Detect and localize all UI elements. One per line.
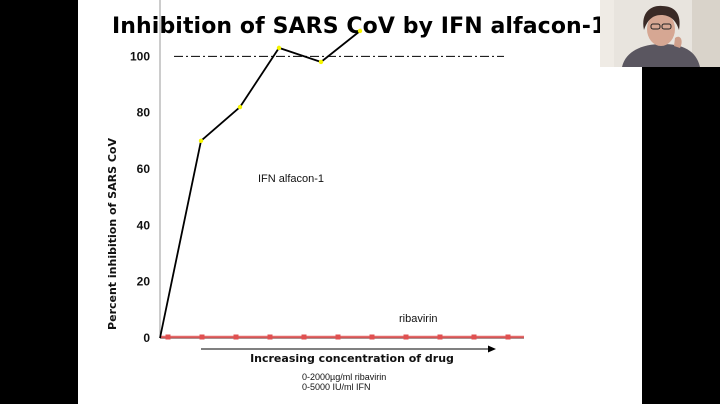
ribavirin-point <box>505 334 511 340</box>
ifn-point <box>237 104 243 110</box>
ribavirin-point <box>369 334 375 340</box>
ribavirin-point <box>437 334 443 340</box>
slide: Inhibition of SARS CoV by IFN alfacon-1 … <box>78 0 642 404</box>
ifn-point <box>276 45 282 51</box>
ribavirin-point <box>165 334 171 340</box>
series-line-ifn-alfacon-1 <box>159 30 361 339</box>
ifn-point <box>198 138 204 144</box>
ribavirin-point <box>301 334 307 340</box>
y-tick-label: 40 <box>137 218 151 232</box>
y-tick-label: 100 <box>130 49 150 63</box>
ribavirin-point <box>233 334 239 340</box>
x-axis-title: Increasing concentration of drug <box>250 352 454 365</box>
y-tick-label: 20 <box>137 275 151 289</box>
ribavirin-point <box>471 334 477 340</box>
ifn-point <box>357 28 363 34</box>
footnote-line-1: 0-2000µg/ml ribavirin <box>302 372 386 382</box>
slide-title: Inhibition of SARS CoV by IFN alfacon-1 <box>112 14 607 39</box>
series-label-ifn: IFN alfacon-1 <box>258 173 324 185</box>
presenter-webcam <box>600 0 720 67</box>
person-video-icon <box>600 0 720 67</box>
footnote-line-2: 0-5000 IU/ml IFN <box>302 382 371 392</box>
series-label-ribavirin: ribavirin <box>399 313 438 325</box>
y-tick-label: 60 <box>137 162 151 176</box>
ribavirin-point <box>267 334 273 340</box>
ifn-point <box>318 59 324 65</box>
y-axis-title: Percent inhibition of SARS CoV <box>106 138 119 330</box>
chart: 0 20 40 60 80 100 Percent inhibition of SARS … <box>106 0 524 392</box>
y-tick-label: 80 <box>137 106 151 120</box>
arrow-head-icon <box>488 345 496 353</box>
ribavirin-point <box>335 334 341 340</box>
ribavirin-point <box>199 334 205 340</box>
y-tick-label: 0 <box>143 331 150 345</box>
ribavirin-point <box>403 334 409 340</box>
